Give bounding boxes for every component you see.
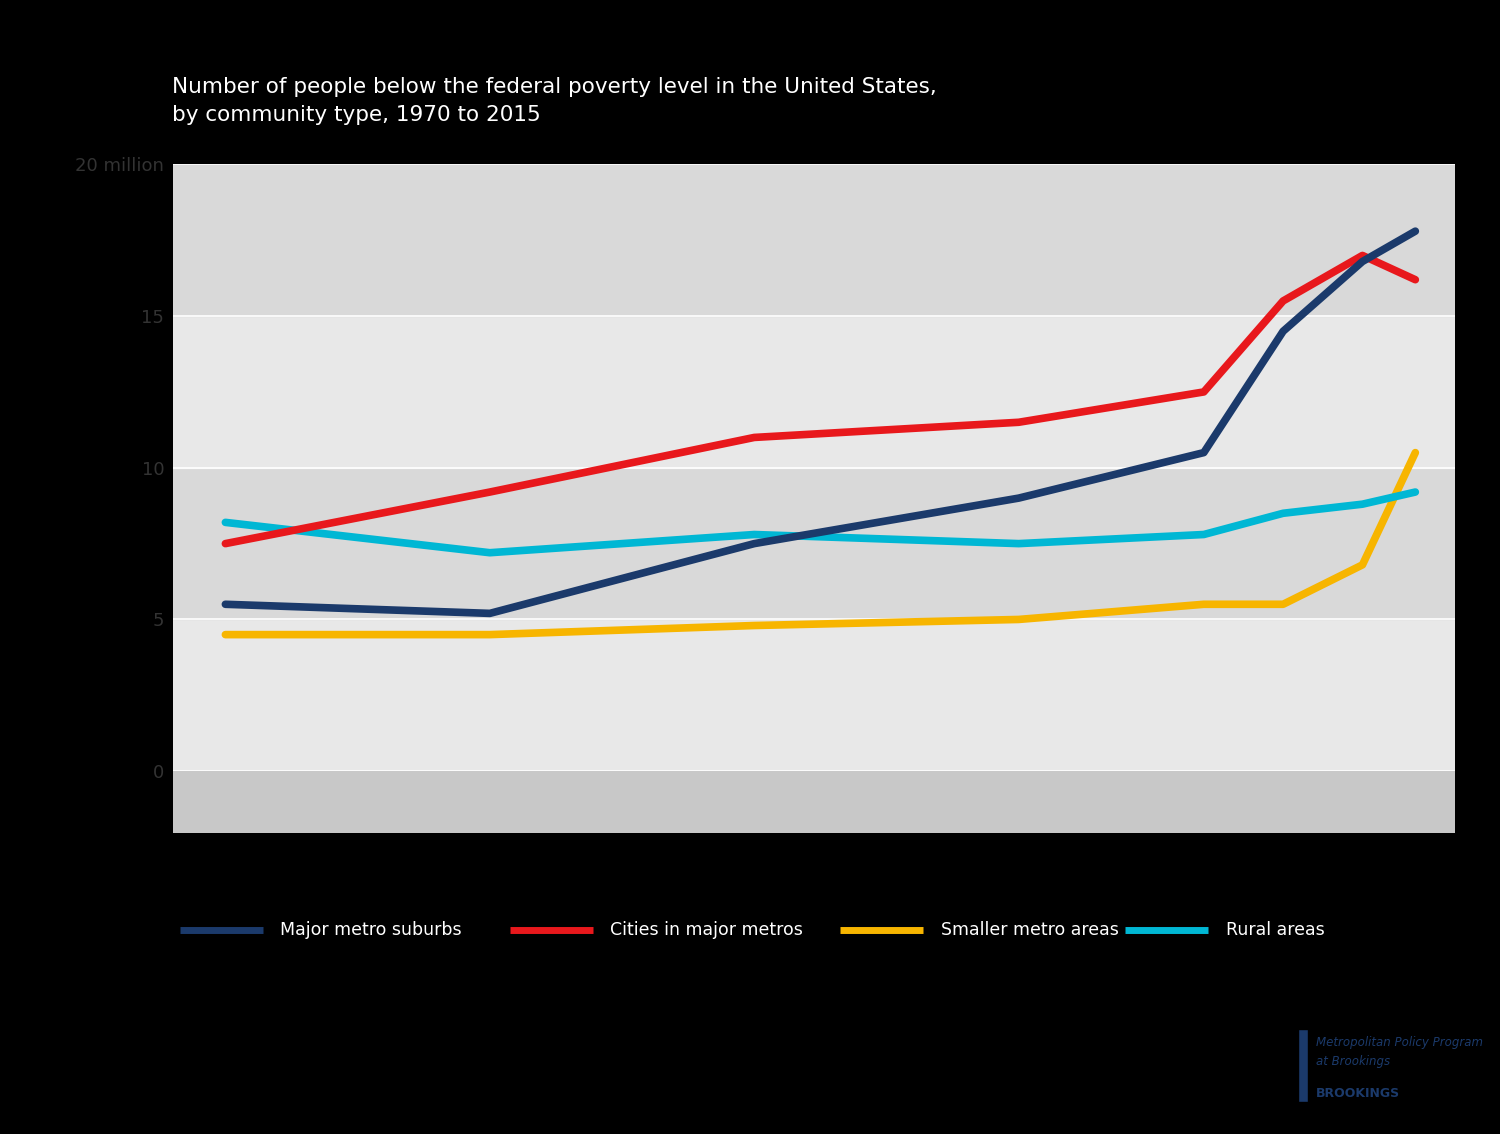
Bar	[172, 467, 1455, 619]
Text: Metropolitan Policy Program: Metropolitan Policy Program	[1316, 1036, 1482, 1049]
Text: Number of people below the federal poverty level in the United States,
by commun: Number of people below the federal pover…	[172, 77, 938, 125]
Bar	[172, 316, 1455, 468]
Text: Rural areas: Rural areas	[1226, 921, 1324, 939]
Text: at Brookings: at Brookings	[1316, 1056, 1389, 1068]
Text: BROOKINGS: BROOKINGS	[1316, 1088, 1400, 1100]
Bar	[172, 619, 1455, 771]
Text: Major metro suburbs: Major metro suburbs	[280, 921, 462, 939]
Bar	[172, 164, 1455, 316]
Text: Smaller metro areas: Smaller metro areas	[940, 921, 1119, 939]
Text: Cities in major metros: Cities in major metros	[610, 921, 804, 939]
